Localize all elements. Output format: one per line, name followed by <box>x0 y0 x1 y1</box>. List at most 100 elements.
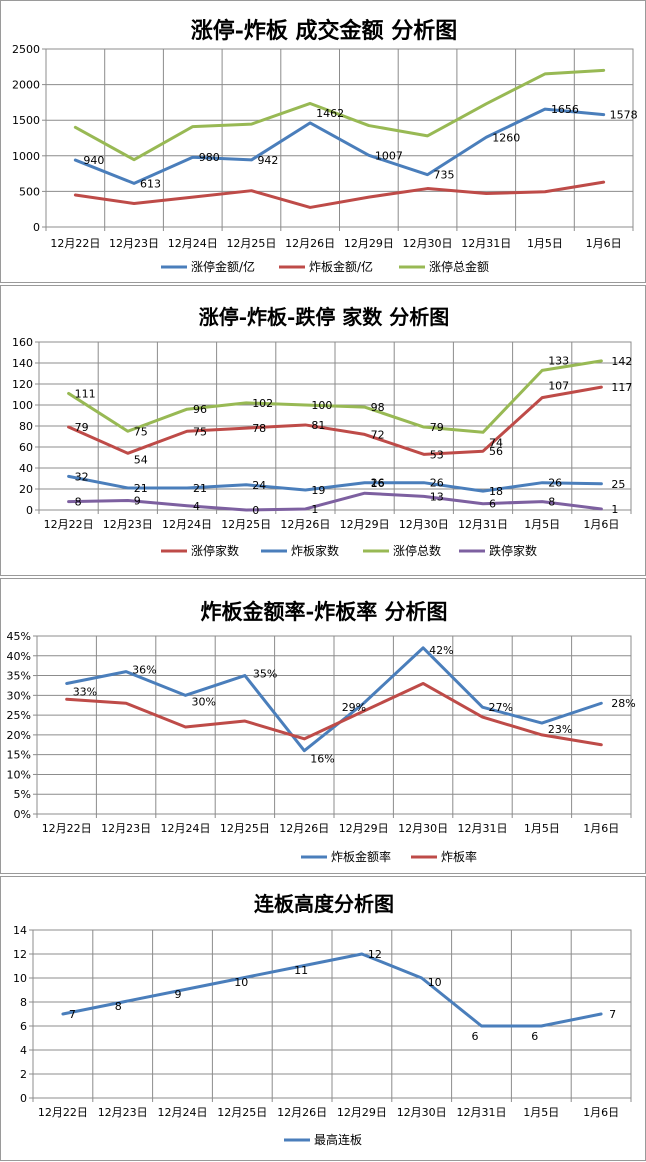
counts-xtick-label: 12月24日 <box>162 518 212 531</box>
rates-ytick-label: 35% <box>7 670 31 683</box>
counts-data-label: 24 <box>252 479 266 492</box>
counts-series-line-4 <box>67 491 603 512</box>
counts-data-label: 96 <box>193 403 207 416</box>
turnover-data-label: 980 <box>199 151 220 164</box>
counts-ytick-label: 100 <box>12 399 33 412</box>
counts-data-label: 75 <box>193 425 207 438</box>
rates-title: 炸板金额率-炸板率 分析图 <box>200 599 447 624</box>
counts-ytick-label: 40 <box>19 462 33 475</box>
counts-xtick-label: 12月31日 <box>458 518 508 531</box>
rates-data-label: 33% <box>73 685 97 698</box>
turnover-data-label: 1578 <box>610 109 638 122</box>
chart-rates: 炸板金额率-炸板率 分析图 0% 5% 10% 15% 20% 25% 30% 35% 40% 45… <box>7 599 636 864</box>
height-ytick-label: 10 <box>13 972 27 985</box>
height-data-label: 8 <box>115 1000 122 1013</box>
rates-ytick-label: 0% <box>14 808 31 821</box>
counts-data-label: 72 <box>371 428 385 441</box>
counts-ytick-label: 80 <box>19 420 33 433</box>
chart-counts: 涨停-炸板-跌停 家数 分析图02040608010012014016012月2… <box>12 305 632 558</box>
height-xtick-label: 12月25日 <box>217 1106 267 1119</box>
counts-data-label: 75 <box>134 425 148 438</box>
turnover-ytick-label: 0 <box>33 221 40 234</box>
rates-data-label: 27% <box>489 701 513 714</box>
counts-ytick-label: 0 <box>26 504 33 517</box>
rates-data-label: 16% <box>310 753 334 766</box>
counts-xtick-label: 12月30日 <box>399 518 449 531</box>
counts-data-label: 98 <box>371 401 385 414</box>
turnover-ytick-label: 2000 <box>12 79 40 92</box>
counts-data-label: 4 <box>193 500 200 513</box>
height-data-label: 11 <box>294 964 308 977</box>
rates-series-line-2 <box>65 681 603 747</box>
turnover-data-label: 1656 <box>551 103 579 116</box>
rates-xtick-label: 12月26日 <box>279 822 329 835</box>
height-data-label: 7 <box>69 1008 76 1021</box>
height-xtick-label: 1月6日 <box>583 1106 619 1119</box>
counts-xtick-label: 12月29日 <box>340 518 390 531</box>
counts-ytick-label: 60 <box>19 441 33 454</box>
height-xtick-label: 1月5日 <box>523 1106 559 1119</box>
counts-data-label: 117 <box>611 381 632 394</box>
height-xtick-label: 12月22日 <box>38 1106 88 1119</box>
turnover-data-label: 1260 <box>492 131 520 144</box>
counts-ytick-label: 120 <box>12 378 33 391</box>
counts-series-line-3 <box>67 359 603 434</box>
height-series-line-1 <box>61 952 603 1028</box>
turnover-title: 涨停-炸板 成交金额 分析图 <box>191 18 457 44</box>
turnover-xtick-label: 12月23日 <box>109 237 159 250</box>
height-xtick-label: 12月24日 <box>158 1106 208 1119</box>
counts-ytick-label: 140 <box>12 357 33 370</box>
counts-data-label: 81 <box>311 419 325 432</box>
height-data-label: 10 <box>234 976 248 989</box>
counts-series-line-2 <box>67 474 603 493</box>
height-title: 连板高度分析图 <box>254 892 394 916</box>
rates-xtick-label: 12月30日 <box>398 822 448 835</box>
turnover-legend-label: 涨停金额/亿 <box>191 259 255 274</box>
counts-data-label: 6 <box>489 498 496 511</box>
counts-xtick-label: 12月22日 <box>44 518 94 531</box>
counts-data-label: 21 <box>193 482 207 495</box>
turnover-xtick-label: 12月22日 <box>50 237 100 250</box>
counts-legend-label: 炸板家数 <box>291 543 339 558</box>
turnover-data-label: 613 <box>140 177 161 190</box>
counts-data-label: 19 <box>311 484 325 497</box>
counts-data-label: 0 <box>252 504 259 517</box>
turnover-xtick-label: 12月25日 <box>226 237 276 250</box>
counts-legend-label: 涨停家数 <box>191 543 239 558</box>
height-xtick-label: 12月31日 <box>457 1106 507 1119</box>
turnover-xtick-label: 12月24日 <box>168 237 218 250</box>
rates-legend-label: 炸板率 <box>441 849 477 864</box>
turnover-series-line-2 <box>73 180 606 209</box>
rates-xtick-label: 12月31日 <box>458 822 508 835</box>
rates-legend-label: 炸板金额率 <box>331 849 391 864</box>
rates-xtick-label: 1月6日 <box>583 822 619 835</box>
height-data-label: 10 <box>428 976 442 989</box>
turnover-xtick-label: 1月6日 <box>586 237 622 250</box>
counts-data-label: 26 <box>430 477 444 490</box>
height-data-label: 6 <box>531 1030 538 1043</box>
counts-data-label: 8 <box>548 496 555 509</box>
counts-legend-label: 跌停家数 <box>489 543 537 558</box>
rates-data-label: 42% <box>429 644 453 657</box>
rates-xtick-label: 12月23日 <box>101 822 151 835</box>
height-ytick-label: 0 <box>20 1092 27 1105</box>
height-ytick-label: 6 <box>20 1020 27 1033</box>
turnover-xtick-label: 12月29日 <box>344 237 394 250</box>
rates-ytick-label: 25% <box>7 709 31 722</box>
turnover-data-label: 1007 <box>375 149 403 162</box>
counts-data-label: 16 <box>371 477 385 490</box>
counts-data-label: 32 <box>75 470 89 483</box>
counts-data-label: 107 <box>548 380 569 393</box>
turnover-data-label: 942 <box>257 154 278 167</box>
rates-data-label: 36% <box>132 664 156 677</box>
chart-height: 连板高度分析图 0 2 4 6 8 10 12 14 12月22日 12月23日 12月24日 12月2… <box>13 892 632 1147</box>
height-ytick-label: 14 <box>13 924 27 937</box>
counts-xtick-label: 12月23日 <box>103 518 153 531</box>
height-ytick-label: 8 <box>20 996 27 1009</box>
counts-data-label: 102 <box>252 397 273 410</box>
height-legend-label: 最高连板 <box>314 1132 362 1147</box>
rates-ytick-label: 45% <box>7 630 31 643</box>
rates-xtick-label: 12月25日 <box>220 822 270 835</box>
counts-data-label: 18 <box>489 485 503 498</box>
counts-data-label: 111 <box>75 387 96 400</box>
